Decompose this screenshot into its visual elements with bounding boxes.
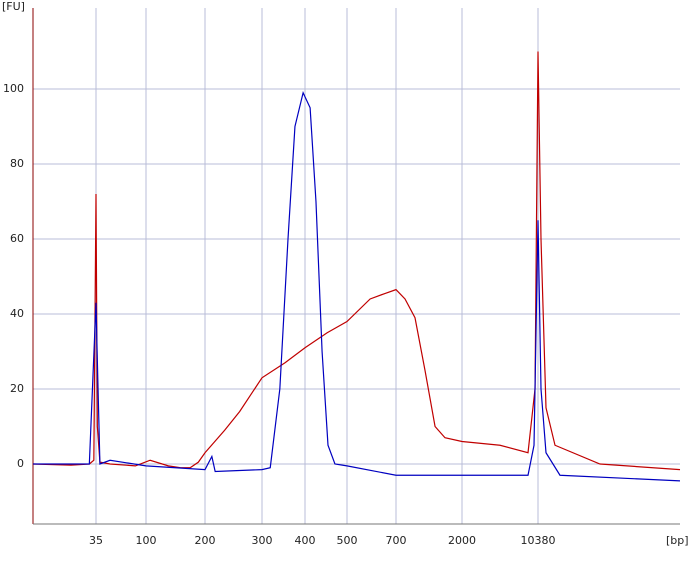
y-tick-label: 100	[3, 82, 24, 95]
x-tick-label: 300	[252, 534, 273, 547]
x-tick-label: 100	[136, 534, 157, 547]
data-line	[33, 90, 681, 482]
x-axis-label: [bp]	[666, 534, 689, 547]
x-tick-label: 400	[295, 534, 316, 547]
x-tick-label: 35	[89, 534, 103, 547]
y-tick-label: 40	[10, 307, 24, 320]
x-tick-label: 500	[337, 534, 358, 547]
y-tick-label: 0	[17, 457, 24, 470]
x-tick-label: 200	[195, 534, 216, 547]
x-tick-label: 700	[386, 534, 407, 547]
data-line	[32, 51, 681, 471]
x-tick-label: 10380	[521, 534, 556, 547]
x-tick-label: 2000	[448, 534, 476, 547]
y-tick-label: 20	[10, 382, 24, 395]
y-tick-label: 80	[10, 157, 24, 170]
y-tick-label: 60	[10, 232, 24, 245]
plot-area	[33, 8, 680, 524]
y-axis-label: [FU]	[2, 0, 25, 13]
